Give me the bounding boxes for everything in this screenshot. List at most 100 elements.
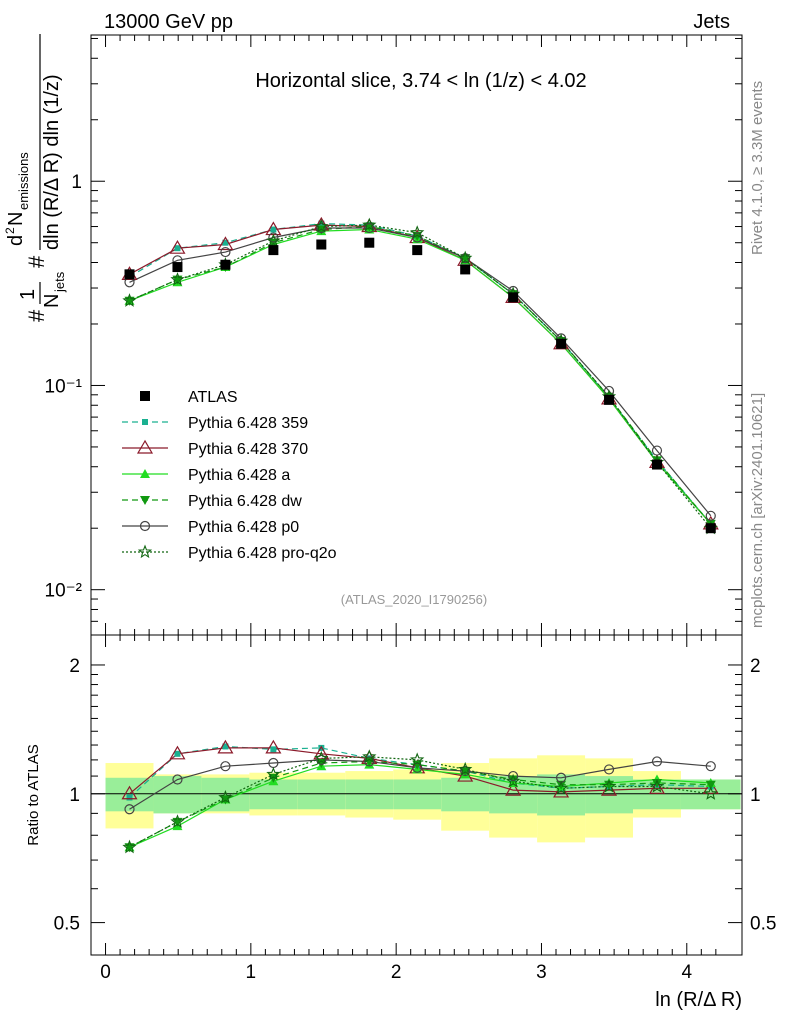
ratio-series-marker: [553, 780, 569, 795]
ratio-series-marker: [314, 750, 329, 765]
svg-text:#: #: [24, 309, 49, 322]
ratio-series-marker: [270, 746, 277, 753]
ratio-series-marker: [604, 780, 615, 790]
ratio-series-marker: [651, 778, 662, 788]
legend-marker: [139, 520, 151, 532]
header-left: 13000 GeV pp: [104, 11, 233, 33]
series-marker: [410, 225, 425, 239]
svg-text:#: #: [24, 255, 49, 268]
series-marker: [222, 239, 229, 246]
header-right: Jets: [693, 11, 730, 33]
ratio-series-marker: [703, 786, 718, 800]
ratio-series-marker: [217, 739, 234, 754]
legend-label: Pythia 6.428 p0: [188, 519, 299, 536]
y-tick-label: 10⁻¹: [45, 376, 83, 397]
series-marker: [364, 222, 375, 232]
ratio-series-marker: [505, 773, 521, 788]
svg-text:N: N: [41, 294, 63, 308]
svg-text:jets: jets: [52, 271, 67, 293]
legend-label: Pythia 6.428 370: [188, 441, 308, 458]
series-marker: [314, 218, 329, 233]
stat-uncertainty-band: [393, 779, 442, 810]
atlas-data-point: [460, 264, 471, 275]
atlas-data-point: [412, 245, 423, 256]
x-tick-label: 0: [100, 962, 111, 983]
ratio-y-tick-label-right: 1: [750, 785, 761, 806]
series-marker: [268, 232, 279, 243]
ratio-series-marker: [126, 794, 133, 801]
stat-uncertainty-band: [153, 776, 202, 814]
y-tick-label: 1: [71, 172, 82, 193]
chart-title: Horizontal slice, 3.74 < ln (1/z) < 4.02: [255, 70, 586, 92]
legend-marker: [140, 469, 150, 478]
atlas-data-point: [604, 394, 615, 405]
legend-marker: [136, 439, 154, 454]
series-marker: [705, 510, 716, 521]
ratio-series-marker: [122, 839, 137, 854]
ratio-series-marker: [121, 785, 138, 800]
ratio-series-marker: [174, 750, 181, 757]
analysis-watermark: (ATLAS_2020_I1790256): [341, 592, 487, 607]
main-y-axis-label: # 1 N jets # d 2 N emissions dln (R/Δ R)…: [3, 34, 67, 322]
ratio-series-marker: [316, 754, 327, 766]
atlas-data-point: [705, 523, 716, 534]
ratio-series-marker: [651, 756, 663, 767]
ratio-series-marker: [705, 761, 716, 772]
ratio-series-marker: [362, 749, 377, 763]
ratio-series-marker: [172, 774, 183, 785]
rivet-label: Rivet 4.1.0, ≥ 3.3M events: [749, 81, 766, 255]
legend-atlas-marker: [140, 391, 150, 401]
series-marker: [170, 272, 185, 286]
svg-text:2: 2: [3, 227, 17, 234]
atlas-data-point: [124, 269, 135, 280]
mcplots-label: mcplots.cern.ch [arXiv:2401.10621]: [749, 393, 766, 628]
atlas-data-point: [651, 459, 662, 470]
ratio-plot-frame: [90, 634, 743, 956]
stat-uncertainty-band: [537, 774, 586, 816]
ratio-series-marker: [313, 745, 330, 760]
x-tick-label: 4: [681, 962, 692, 983]
ratio-series-marker: [124, 804, 135, 815]
atlas-data-point: [220, 259, 231, 270]
atlas-data-point: [508, 292, 519, 303]
series-marker: [169, 240, 186, 254]
stat-uncertainty-band: [345, 779, 394, 810]
atlas-data-point: [268, 245, 279, 256]
x-tick-label: 2: [391, 962, 402, 983]
series-markers: [121, 216, 719, 854]
ratio-series-marker: [460, 765, 471, 777]
legend-label: Pythia 6.428 pro-q2o: [188, 545, 337, 562]
ratio-series-marker: [169, 745, 186, 760]
atlas-data-point: [364, 237, 375, 248]
ratio-series-marker: [220, 761, 231, 772]
x-tick-label: 3: [536, 962, 547, 983]
legend-label: Pythia 6.428 a: [188, 467, 290, 484]
ratio-series-marker: [218, 789, 233, 804]
stat-uncertainty-band: [297, 779, 346, 810]
ratio-series-marker: [603, 764, 615, 775]
ratio-series-marker: [412, 762, 423, 773]
ratio-series-marker: [705, 780, 716, 790]
ratio-y-tick-label: 0.5: [54, 914, 80, 935]
ratio-y-tick-label: 1: [69, 785, 80, 806]
legend-label: Pythia 6.428 dw: [188, 493, 302, 510]
series-marker: [122, 293, 137, 307]
axes-ticks: 0 1 2 3 4 10⁻² 10⁻¹ 1 0.5 0.5 1 1 2 2: [45, 35, 776, 983]
ratio-series-marker: [649, 778, 665, 793]
x-tick-label: 1: [246, 962, 257, 983]
x-axis-label: ln (R/Δ R): [655, 989, 742, 1011]
uncertainty-bands: [91, 755, 742, 843]
ratio-series-marker: [170, 814, 185, 828]
ratio-series-marker: [505, 781, 522, 796]
ratio-series-marker: [265, 739, 282, 754]
series-marker: [316, 222, 327, 234]
series-marker: [217, 236, 234, 251]
series-marker: [270, 226, 277, 233]
svg-text:N: N: [5, 212, 27, 226]
ratio-series-marker: [222, 743, 229, 750]
ratio-series-marker: [702, 780, 719, 794]
series-marker: [174, 245, 181, 252]
ratio-y-axis-label: Ratio to ATLAS: [25, 744, 42, 845]
svg-text:d: d: [5, 235, 27, 246]
